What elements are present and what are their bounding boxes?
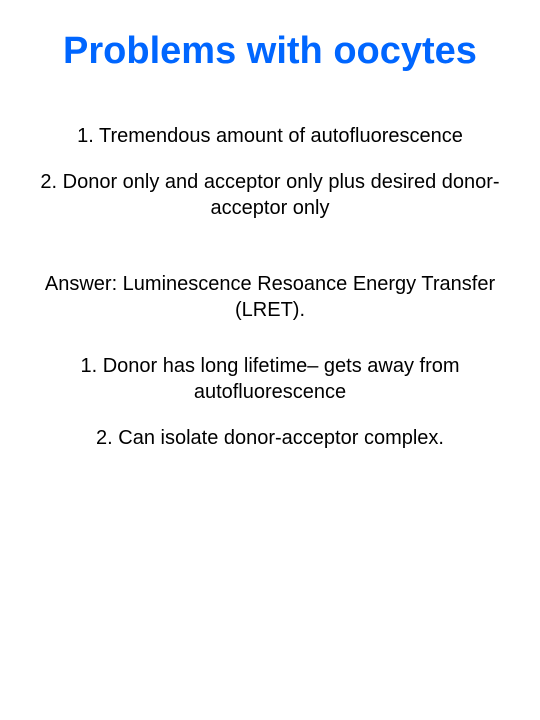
problem-item-1: 1. Tremendous amount of autofluorescence xyxy=(30,123,510,149)
answer-text: Answer: Luminescence Resoance Energy Tra… xyxy=(30,271,510,323)
solution-point-2: 2. Can isolate donor-acceptor complex. xyxy=(30,425,510,451)
slide-title: Problems with oocytes xyxy=(30,30,510,73)
solution-point-1: 1. Donor has long lifetime– gets away fr… xyxy=(30,353,510,405)
problem-item-2: 2. Donor only and acceptor only plus des… xyxy=(30,169,510,221)
